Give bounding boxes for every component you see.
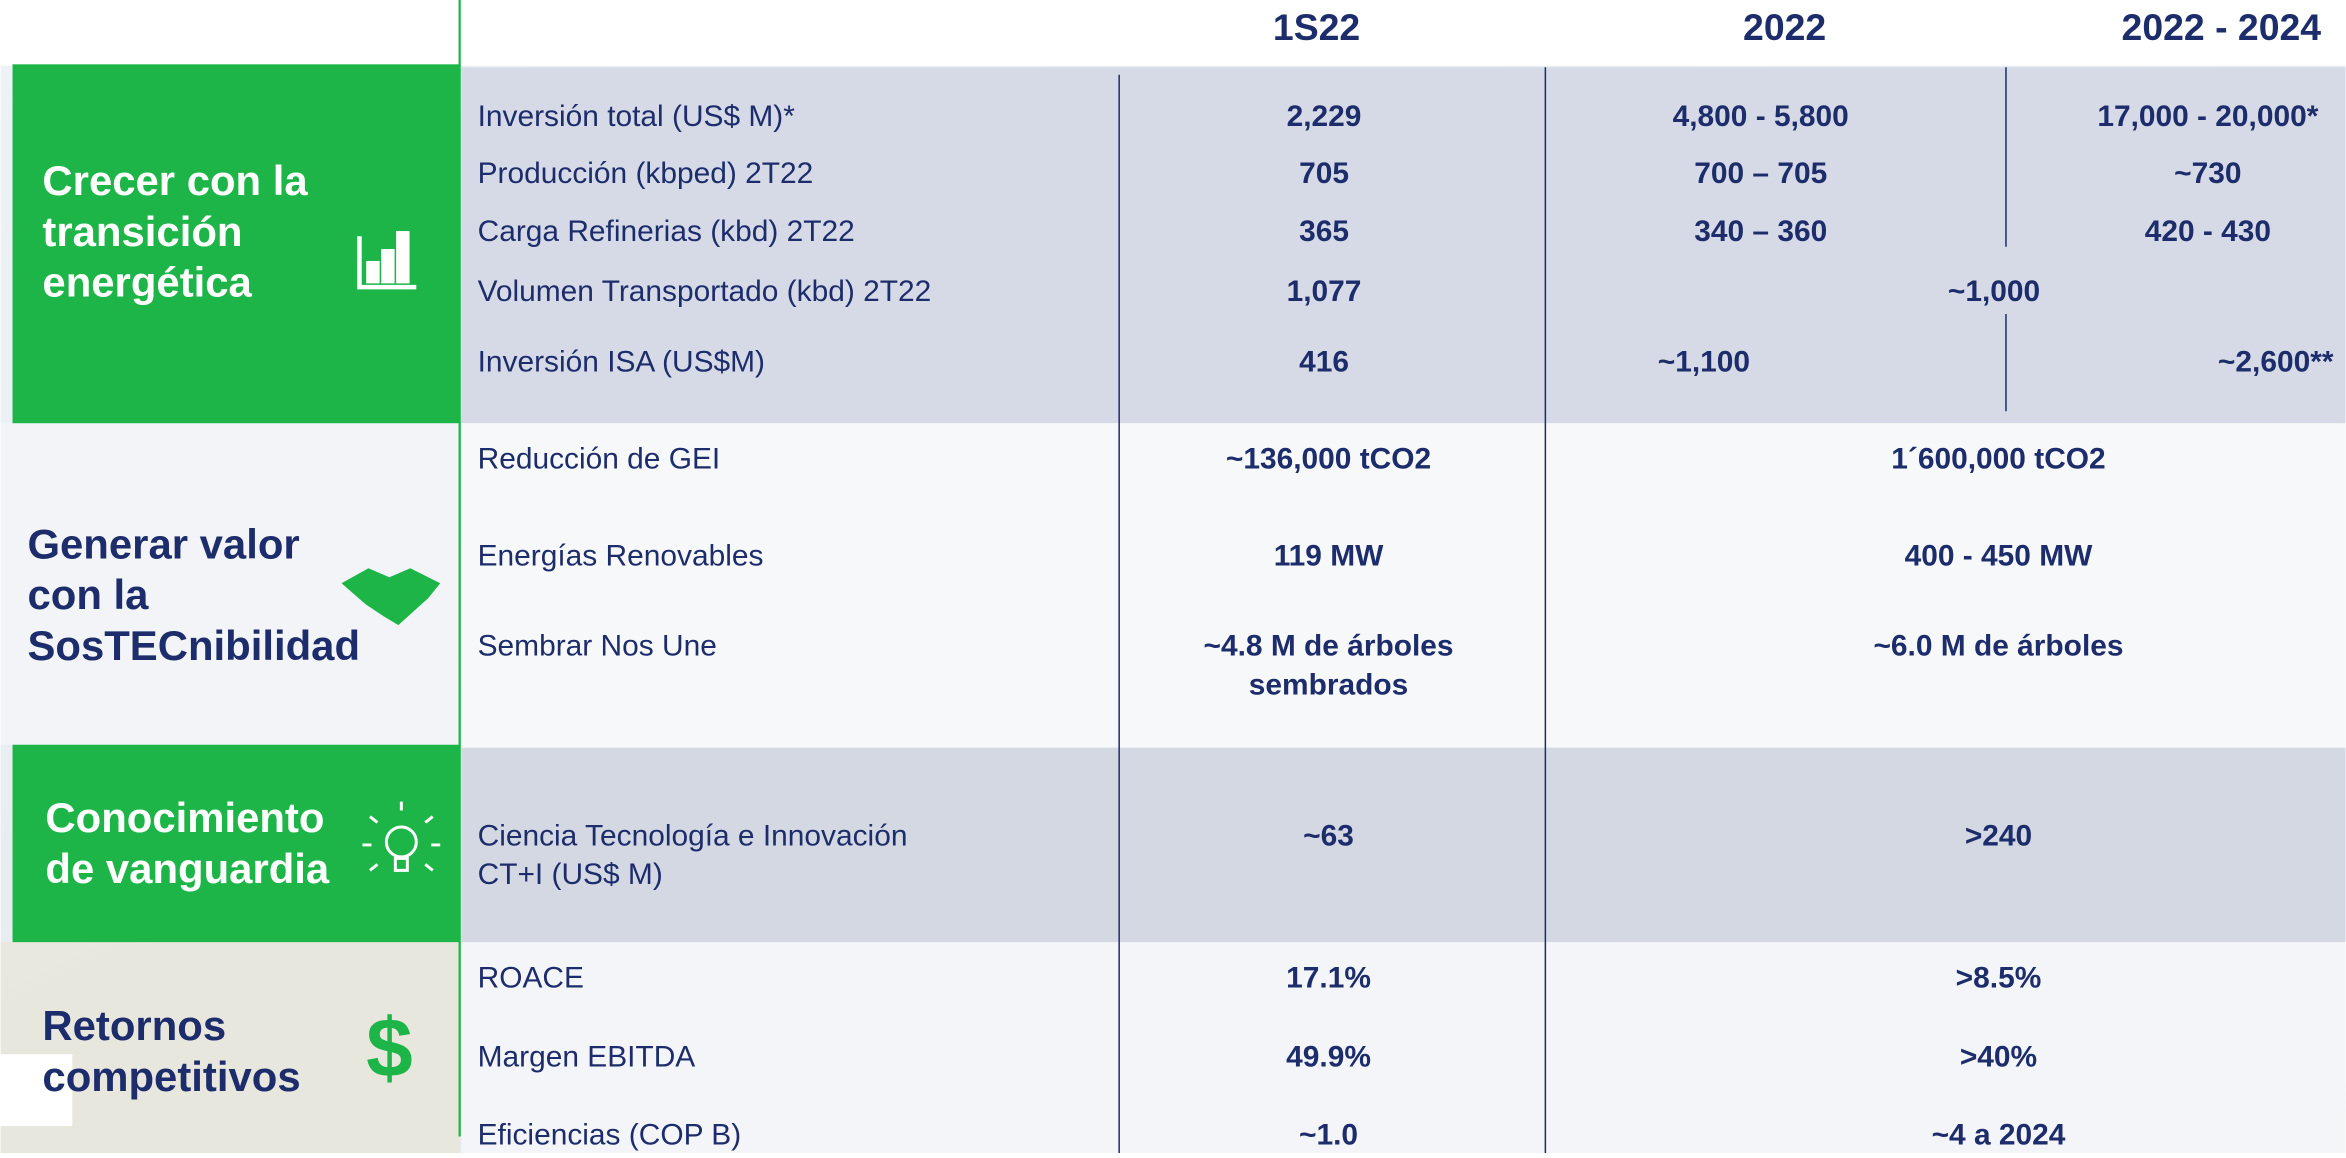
- row-label: CT+I (US$ M): [478, 858, 663, 891]
- section-title: con la: [27, 571, 149, 618]
- patch: [0, 1054, 73, 1127]
- cell-value: >40%: [1960, 1041, 2037, 1074]
- cell-value: 705: [1299, 157, 1349, 190]
- cell-value: 2,229: [1287, 100, 1362, 133]
- row-label: Producción (kbped) 2T22: [478, 157, 814, 190]
- row-label: Sembrar Nos Une: [478, 629, 717, 662]
- band: [461, 423, 2346, 748]
- column-header: 2022 - 2024: [2122, 6, 2322, 48]
- row-label: Ciencia Tecnología e Innovación: [478, 819, 908, 852]
- cell-value: ~136,000 tCO2: [1226, 442, 1431, 475]
- dollar-icon: $: [366, 1000, 413, 1094]
- section-title: energética: [42, 259, 252, 306]
- section-title: Retornos: [42, 1002, 226, 1049]
- cell-value: 17.1%: [1286, 961, 1371, 994]
- cell-value: ~2,600**: [2218, 345, 2334, 378]
- green-box: [12, 744, 460, 943]
- band: [461, 747, 2346, 943]
- row-label: Inversión ISA (US$M): [478, 345, 765, 378]
- cell-value: 420 - 430: [2145, 215, 2271, 248]
- column-header: 2022: [1743, 6, 1826, 48]
- cell-value: ~63: [1303, 819, 1354, 852]
- section-title: Conocimiento: [45, 794, 324, 841]
- cell-value: sembrados: [1249, 668, 1408, 701]
- cell-value: 340 – 360: [1694, 215, 1827, 248]
- cell-value: 365: [1299, 215, 1349, 248]
- handshake-icon: [341, 568, 441, 626]
- section-title: SosTECnibilidad: [27, 622, 360, 669]
- row-label: Volumen Transportado (kbd) 2T22: [478, 275, 932, 308]
- section-title: transición: [42, 208, 242, 255]
- chart-icon: [357, 231, 417, 290]
- row-label: Inversión total (US$ M)*: [478, 100, 796, 133]
- band: [461, 67, 2346, 424]
- header-band: [0, 0, 2346, 66]
- section-title: competitivos: [42, 1053, 300, 1100]
- cell-value: ~1.0: [1299, 1118, 1358, 1151]
- cell-value: >240: [1965, 819, 2032, 852]
- row-label: ROACE: [478, 961, 584, 994]
- row-label: Margen EBITDA: [478, 1041, 696, 1074]
- cell-value: 700 – 705: [1694, 157, 1827, 190]
- cell-value: 4,800 - 5,800: [1673, 100, 1849, 133]
- cell-value: 49.9%: [1286, 1041, 1371, 1074]
- cell-value: 17,000 - 20,000*: [2097, 100, 2318, 133]
- row-label: Eficiencias (COP B): [478, 1118, 742, 1151]
- cell-value: 416: [1299, 345, 1349, 378]
- cell-value: 400 - 450 MW: [1905, 540, 2094, 573]
- band: [0, 942, 460, 1153]
- green-box: [12, 64, 460, 424]
- cell-value: 1´600,000 tCO2: [1891, 442, 2105, 475]
- band: [461, 942, 2346, 1153]
- cell-value: >8.5%: [1956, 961, 2042, 994]
- cell-value: ~730: [2174, 157, 2241, 190]
- row-label: Reducción de GEI: [478, 442, 721, 475]
- cell-value: ~4 a 2024: [1932, 1118, 2066, 1151]
- section-title: Generar valor: [27, 520, 299, 567]
- section-title: de vanguardia: [45, 845, 330, 892]
- cell-value: ~1,100: [1658, 345, 1750, 378]
- row-label: Energías Renovables: [478, 540, 764, 573]
- cell-value: ~4.8 M de árboles: [1204, 629, 1454, 662]
- bulb-icon: [362, 801, 441, 872]
- row-label: Carga Refinerias (kbd) 2T22: [478, 215, 855, 248]
- cell-value: 1,077: [1287, 275, 1362, 308]
- cell-value: 119 MW: [1274, 540, 1384, 573]
- section-title: Crecer con la: [42, 157, 308, 204]
- cell-value: ~6.0 M de árboles: [1873, 629, 2123, 662]
- column-header: 1S22: [1273, 6, 1360, 48]
- cell-value: ~1,000: [1948, 275, 2040, 308]
